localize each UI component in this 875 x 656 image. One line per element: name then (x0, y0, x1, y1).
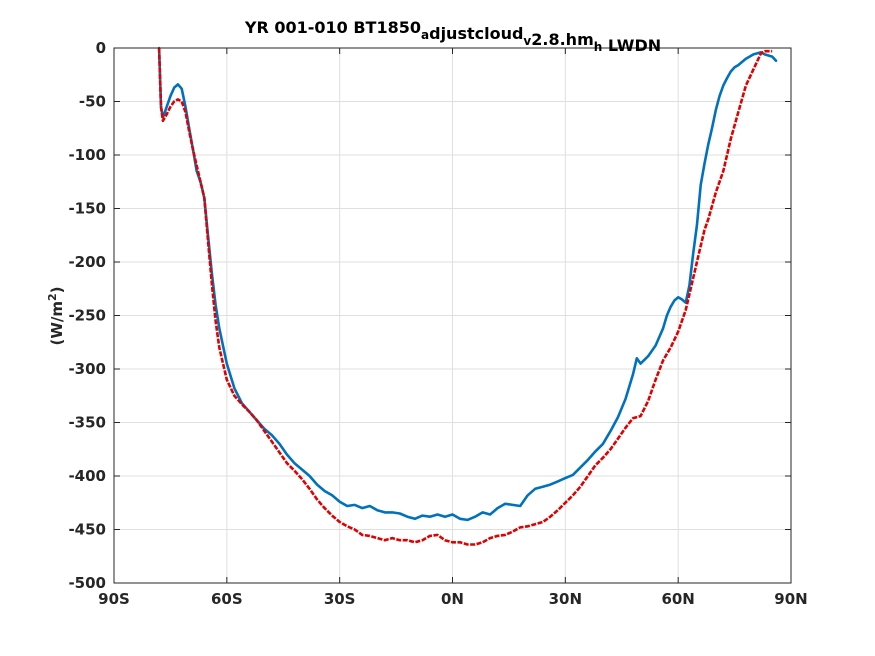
x-tick-label: 90S (98, 590, 130, 608)
ylabel-superscript: 2 (46, 293, 59, 301)
title-subscript: h (594, 40, 603, 54)
x-tick-label: 90N (774, 590, 807, 608)
title-segment: LWDN (602, 36, 661, 55)
y-tick-label: -500 (68, 574, 106, 592)
title-subscript: v (523, 34, 531, 48)
x-tick-label: 0N (441, 590, 464, 608)
series-line-2 (157, 47, 773, 546)
x-tick-label: 30N (549, 590, 582, 608)
ylabel-text: (W/m (48, 301, 66, 346)
y-tick-label: -150 (68, 200, 106, 218)
y-tick-label: -250 (68, 307, 106, 325)
y-tick-label: -400 (68, 467, 106, 485)
axes-layer: 90S 60S 30S 0N 30N 60N 90N 0 -50 -100 -150 -200 -250… (68, 39, 807, 608)
x-tick-label: 60N (661, 590, 694, 608)
title-segment: YR 001-010 BT1850 (244, 18, 421, 37)
ylabel-text-end: ) (48, 286, 66, 293)
y-tick-label: -450 (68, 521, 106, 539)
x-tick-label: 30S (324, 590, 356, 608)
title-segment: djustcloud (429, 24, 523, 43)
x-tick-label: 60S (211, 590, 243, 608)
y-tick-label: -300 (68, 360, 106, 378)
chart-title: YR 001-010 BT1850adjustcloudv2.8.hmh LWD… (244, 18, 661, 55)
y-tick-label: -100 (68, 146, 106, 164)
y-axis-label: (W/m2) (46, 286, 66, 345)
title-subscript: a (421, 28, 429, 42)
grid-layer (114, 48, 791, 583)
series-line-1 (157, 46, 778, 522)
y-tick-label: -50 (79, 93, 106, 111)
y-tick-label: -350 (68, 414, 106, 432)
y-tick-label: 0 (96, 39, 106, 57)
y-tick-label: -200 (68, 253, 106, 271)
title-segment: 2.8.hm (531, 30, 593, 49)
series-layer (157, 46, 778, 546)
